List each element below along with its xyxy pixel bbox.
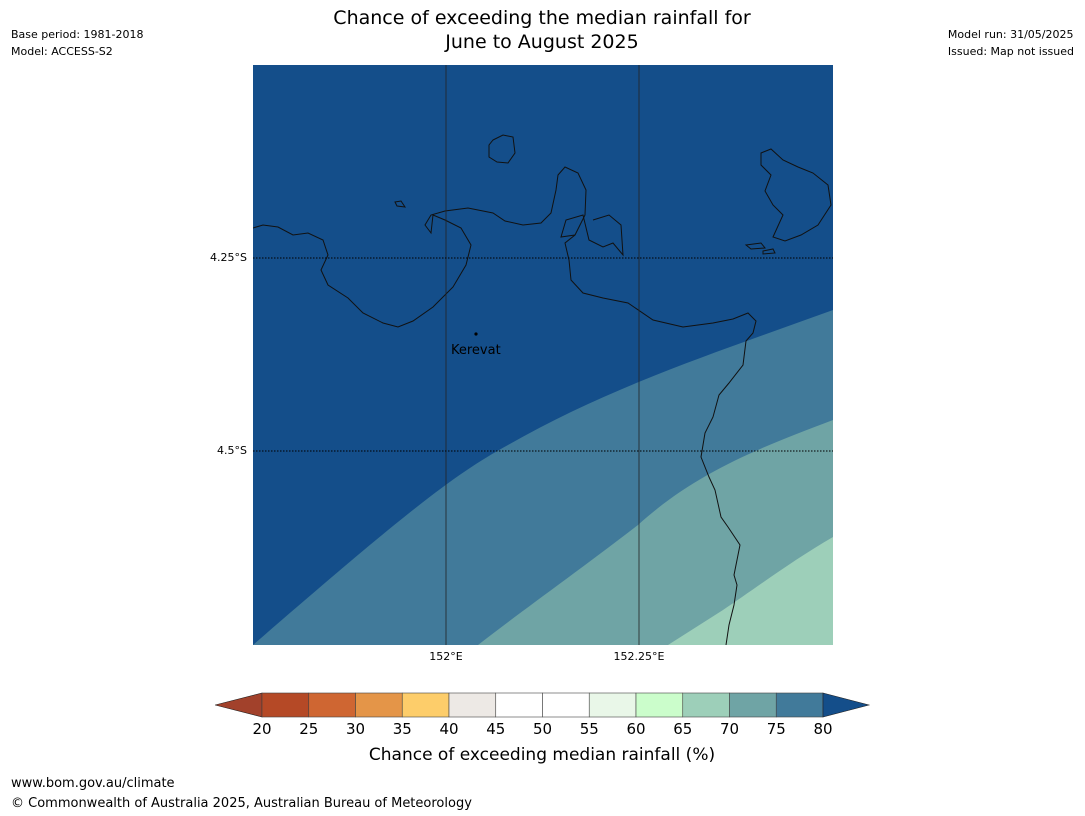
issued-text: Issued: Map not issued bbox=[947, 45, 1074, 58]
colorbar-tick-label: 25 bbox=[299, 720, 319, 738]
colorbar-tick-label: 35 bbox=[392, 720, 412, 738]
place-label-kerevat: Kerevat bbox=[451, 343, 501, 358]
colorbar-tick-label: 45 bbox=[486, 720, 506, 738]
map-canvas bbox=[253, 65, 833, 645]
colorbar-svg bbox=[214, 692, 871, 718]
footer-copyright: © Commonwealth of Australia 2025, Austra… bbox=[11, 796, 472, 811]
colorbar-tick-label: 75 bbox=[766, 720, 786, 738]
colorbar-cell bbox=[542, 692, 590, 718]
lon-label-152: 152°E bbox=[429, 650, 463, 663]
colorbar-ticks: 20 25 30 35 40 45 50 55 60 65 70 75 80 bbox=[0, 720, 1085, 740]
metadata-left: Base period: 1981-2018 Model: ACCESS-S2 bbox=[11, 26, 143, 60]
base-period-text: Base period: 1981-2018 bbox=[11, 28, 144, 41]
band-70-75 bbox=[478, 420, 833, 645]
colorbar-cell bbox=[635, 692, 684, 718]
colorbar-tick-label: 70 bbox=[719, 720, 740, 738]
colorbar-cell bbox=[775, 692, 824, 718]
band-65-70 bbox=[668, 537, 833, 645]
colorbar bbox=[214, 692, 871, 724]
lon-label-152-25: 152.25°E bbox=[613, 650, 665, 663]
model-text: Model: ACCESS-S2 bbox=[11, 45, 113, 58]
colorbar-cell bbox=[261, 692, 310, 718]
map-title: Chance of exceeding the median rainfall … bbox=[242, 6, 842, 54]
colorbar-cell bbox=[682, 692, 730, 718]
title-line-2: June to August 2025 bbox=[445, 31, 639, 53]
colorbar-tick-label: 50 bbox=[532, 720, 553, 738]
map-panel[interactable] bbox=[253, 65, 833, 645]
colorbar-cell bbox=[355, 692, 403, 718]
footer-url[interactable]: www.bom.gov.au/climate bbox=[11, 776, 175, 791]
colorbar-tick-label: 20 bbox=[252, 720, 272, 738]
colorbar-label: Chance of exceeding median rainfall (%) bbox=[368, 745, 716, 765]
graticule bbox=[253, 65, 833, 645]
colorbar-tick-label: 55 bbox=[579, 720, 599, 738]
colorbar-over-arrow bbox=[822, 692, 871, 718]
colorbar-tick-label: 80 bbox=[813, 720, 833, 738]
colorbar-cell bbox=[495, 692, 543, 718]
colorbar-tick-label: 40 bbox=[439, 720, 459, 738]
coastline bbox=[253, 134, 832, 645]
title-line-1: Chance of exceeding the median rainfall … bbox=[333, 7, 751, 29]
metadata-right: Model run: 31/05/2025 Issued: Map not is… bbox=[948, 26, 1074, 60]
model-run-text: Model run: 31/05/2025 bbox=[947, 28, 1074, 41]
lat-label-4-5: 4.5°S bbox=[217, 444, 247, 457]
colorbar-cell bbox=[401, 692, 450, 718]
place-marker bbox=[474, 332, 478, 336]
colorbar-cell bbox=[588, 692, 637, 718]
colorbar-cell bbox=[448, 692, 497, 718]
colorbar-under-arrow bbox=[214, 692, 263, 718]
colorbar-cell bbox=[729, 692, 777, 718]
colorbar-cell bbox=[308, 692, 356, 718]
colorbar-tick-label: 30 bbox=[345, 720, 366, 738]
colorbar-tick-label: 60 bbox=[626, 720, 646, 738]
lat-label-4-25: 4.25°S bbox=[210, 251, 247, 264]
colorbar-tick-label: 65 bbox=[673, 720, 693, 738]
